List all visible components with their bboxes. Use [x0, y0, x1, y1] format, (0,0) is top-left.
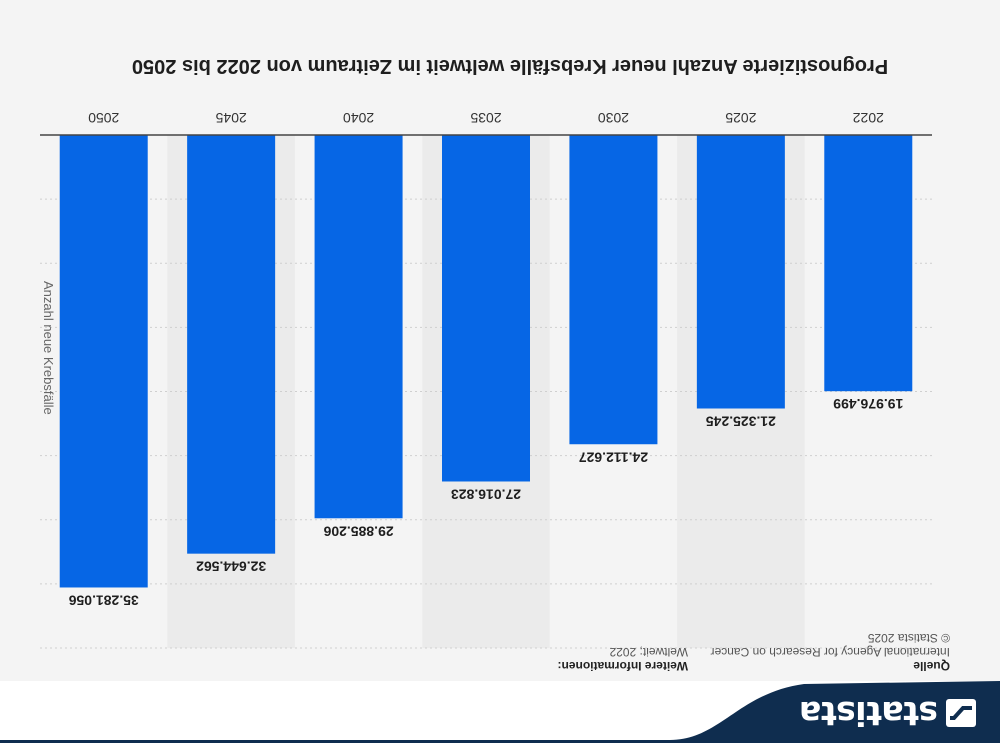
data-label-2035: 27.016.823 — [451, 486, 521, 502]
more-info-text: Weltweit; 2022 — [609, 645, 689, 659]
source-info: Quelle International Agency for Research… — [711, 631, 950, 673]
y-axis-label: Anzahl neue Krebsfälle — [41, 281, 56, 415]
source-label: Quelle — [913, 659, 950, 673]
bar-2050 — [59, 135, 148, 588]
x-tick-label-2045: 2045 — [215, 110, 246, 126]
statista-logo-icon — [946, 699, 976, 727]
data-label-2030: 24.112.627 — [579, 449, 649, 465]
data-label-2022: 19.976.499 — [833, 396, 903, 412]
data-label-2040: 29.885.206 — [323, 523, 393, 539]
bar-2040 — [314, 135, 403, 519]
x-tick-label-2022: 2022 — [853, 110, 884, 126]
chart-title: Prognostizierte Anzahl neuer Krebsfälle … — [131, 55, 889, 77]
x-tick-label-2030: 2030 — [598, 110, 629, 126]
bar-2045 — [187, 135, 276, 554]
more-info-label: Weitere Informationen: — [557, 659, 688, 673]
header: statista — [0, 681, 1000, 743]
bar-2030 — [569, 135, 658, 445]
bar-2022 — [824, 135, 913, 392]
x-tick-label-2025: 2025 — [725, 110, 756, 126]
copyright: © Statista 2025 — [867, 631, 950, 645]
source-text: International Agency for Research on Can… — [710, 645, 950, 659]
x-tick-label-2040: 2040 — [343, 110, 374, 126]
x-tick-label-2035: 2035 — [470, 110, 501, 126]
data-label-2025: 21.325.245 — [706, 413, 776, 429]
data-label-2045: 32.644.562 — [196, 559, 266, 575]
more-info: Weitere Informationen: Weltweit; 2022 — [558, 645, 688, 673]
data-label-2050: 35.281.056 — [68, 592, 138, 608]
bar-2025 — [696, 135, 785, 409]
header-background — [0, 681, 1000, 743]
bar-2035 — [442, 135, 530, 482]
x-tick-label-2050: 2050 — [88, 110, 119, 126]
